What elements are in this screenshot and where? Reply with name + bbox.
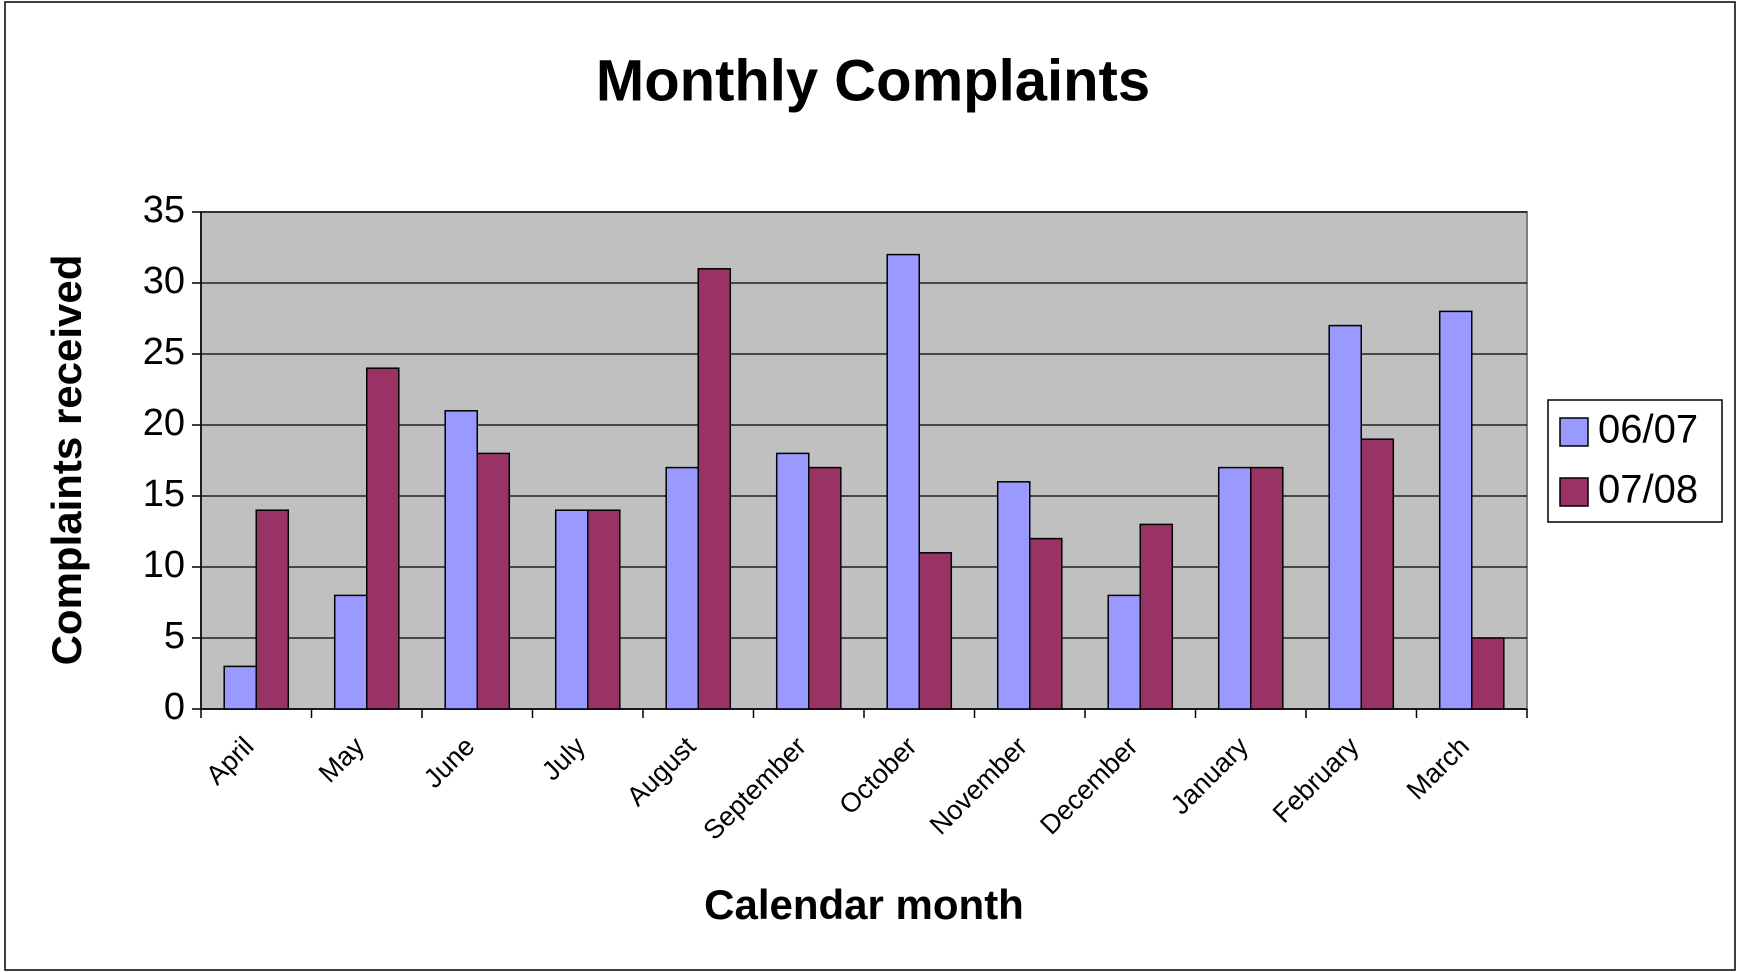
y-tick-label: 30 bbox=[143, 260, 185, 302]
bar bbox=[223, 665, 257, 710]
bar bbox=[1328, 324, 1362, 710]
x-axis-label: Calendar month bbox=[704, 881, 1024, 928]
bar bbox=[587, 509, 621, 710]
bar bbox=[255, 509, 290, 710]
bar bbox=[1029, 537, 1063, 710]
bar bbox=[1217, 466, 1252, 710]
bar bbox=[918, 552, 953, 710]
legend-label: 07/08 bbox=[1598, 468, 1698, 512]
bar bbox=[1250, 466, 1284, 710]
bar bbox=[554, 509, 589, 710]
bar bbox=[366, 367, 400, 710]
bar bbox=[1139, 523, 1174, 710]
bar bbox=[1360, 438, 1395, 710]
y-tick-label: 15 bbox=[143, 473, 185, 515]
y-axis-label: Complaints received bbox=[43, 255, 90, 666]
bar bbox=[996, 481, 1031, 710]
legend-swatch bbox=[1559, 417, 1589, 447]
bar bbox=[775, 452, 810, 710]
bar bbox=[1438, 310, 1473, 710]
bar bbox=[665, 466, 700, 710]
y-tick-label: 0 bbox=[164, 686, 185, 728]
bar bbox=[808, 466, 842, 710]
bar bbox=[444, 410, 478, 710]
chart-title: Monthly Complaints bbox=[596, 48, 1150, 113]
bar bbox=[1471, 637, 1505, 710]
y-tick-label: 35 bbox=[143, 189, 185, 231]
bar bbox=[1107, 594, 1141, 710]
bar bbox=[333, 594, 368, 710]
y-tick-label: 25 bbox=[143, 331, 185, 373]
y-tick-label: 10 bbox=[143, 544, 185, 586]
legend-swatch bbox=[1559, 477, 1589, 507]
bar bbox=[476, 452, 511, 710]
y-tick-label: 20 bbox=[143, 402, 185, 444]
bar bbox=[697, 268, 732, 710]
y-tick-label: 5 bbox=[164, 615, 185, 657]
legend-label: 06/07 bbox=[1598, 408, 1698, 452]
plot-area bbox=[200, 211, 1528, 710]
bar bbox=[886, 253, 921, 710]
